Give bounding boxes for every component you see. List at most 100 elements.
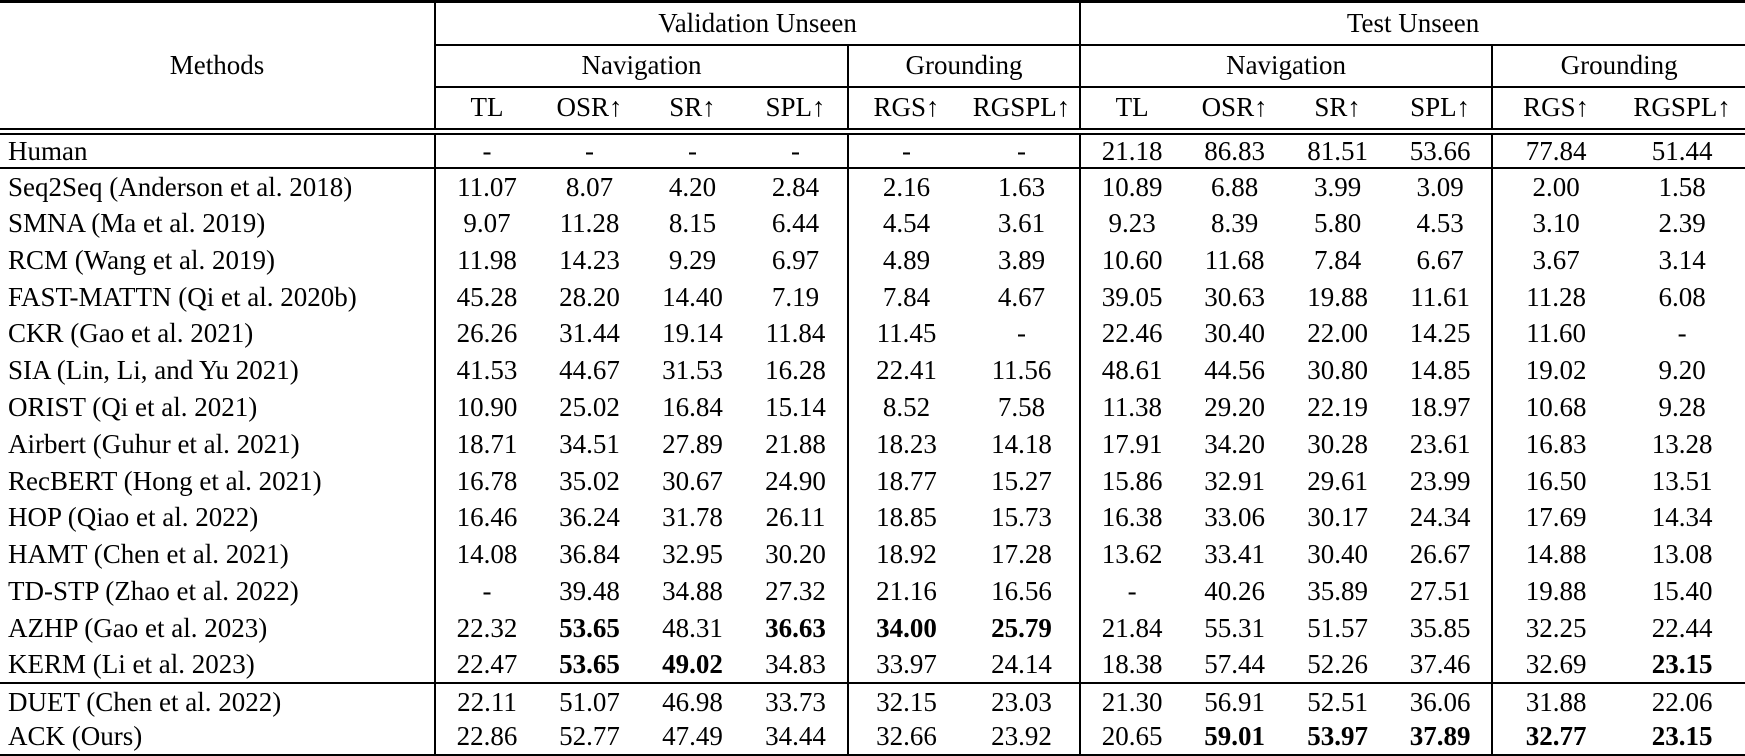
value-cell: 11.98 (434, 241, 538, 279)
method-cell: HOP (Qiao et al. 2022) (8, 502, 259, 533)
value-cell: 9.07 (434, 205, 538, 242)
subgroup-header-test-grounding: Grounding (1491, 44, 1745, 88)
value-cell: 14.18 (991, 428, 1052, 459)
value-cell: 33.97 (847, 646, 964, 685)
table-row: RCM (Wang et al. 2019) 11.98 14.23 9.29 6.97… (0, 241, 1745, 279)
value-cell: 25.79 (991, 612, 1052, 643)
value-cell: 31.44 (559, 318, 620, 349)
value-cell: 24.90 (765, 465, 826, 496)
value-cell: 7.84 (1313, 244, 1362, 275)
value-cell: 14.85 (1409, 355, 1471, 386)
value-cell: 15.27 (991, 465, 1052, 496)
value-cell: 22.47 (434, 646, 538, 685)
col-header-test-rgs: RGS↑ (1491, 86, 1620, 135)
value-cell: 13.62 (1079, 536, 1184, 574)
value-cell: 37.46 (1389, 646, 1493, 685)
value-cell: 18.77 (847, 462, 964, 500)
value-cell: 6.44 (771, 207, 820, 238)
value-cell: 2.16 (847, 168, 964, 206)
value-cell: 22.32 (434, 609, 538, 647)
value-cell: 32.66 (847, 720, 964, 756)
value-cell: 32.95 (662, 539, 723, 570)
value-cell: 53.66 (1389, 131, 1493, 170)
value-cell: 30.40 (1204, 318, 1265, 349)
col-header-val-spl: SPL↑ (744, 86, 848, 135)
value-cell: 59.01 (1204, 721, 1265, 752)
value-cell: 4.89 (847, 241, 964, 279)
value-cell: 8.39 (1210, 207, 1259, 238)
value-cell: 18.23 (847, 425, 964, 463)
method-cell: ACK (Ours) (8, 721, 143, 752)
value-cell: 3.99 (1313, 171, 1362, 202)
table-row: AZHP (Gao et al. 2023) 22.32 53.65 48.31 36.… (0, 609, 1745, 647)
value-cell: 39.48 (559, 575, 620, 606)
table-row: HOP (Qiao et al. 2022) 16.46 36.24 31.78 26.… (0, 499, 1745, 537)
value-cell: - (1677, 318, 1687, 349)
method-cell: CKR (Gao et al. 2021) (8, 318, 254, 349)
value-cell: 30.28 (1307, 428, 1368, 459)
value-cell: 27.32 (765, 575, 826, 606)
table-row: Human - - - - - -21.18 86.83 81.51 53.66 77.84 51.4… (0, 131, 1745, 170)
value-cell: 22.46 (1079, 315, 1184, 353)
col-header-val-sr: SR↑ (641, 86, 744, 135)
value-cell: 5.80 (1313, 207, 1362, 238)
value-cell: 32.77 (1491, 720, 1620, 756)
value-cell: 22.06 (1651, 686, 1713, 717)
value-cell: - (434, 131, 538, 170)
value-cell: 8.52 (847, 389, 964, 426)
value-cell: 21.84 (1079, 609, 1184, 647)
method-cell: TD-STP (Zhao et al. 2022) (8, 575, 299, 606)
table-row: KERM (Li et al. 2023) 22.47 53.65 49.02 34.8… (0, 646, 1745, 685)
value-cell: 51.57 (1307, 612, 1368, 643)
value-cell: 16.50 (1491, 462, 1620, 500)
value-cell: 21.16 (847, 573, 964, 610)
value-cell: 4.54 (847, 205, 964, 242)
value-cell: 48.61 (1079, 352, 1184, 390)
col-header-test-spl: SPL↑ (1389, 86, 1493, 135)
value-cell: 14.25 (1409, 318, 1471, 349)
value-cell: 8.07 (565, 171, 614, 202)
value-cell: 32.15 (847, 683, 964, 721)
value-cell: 26.67 (1409, 539, 1471, 570)
value-cell: 57.44 (1183, 646, 1287, 685)
table-header: Methods Validation Unseen Test Unseen Na… (0, 1, 1745, 135)
methods-column-header: Methods (0, 1, 435, 135)
value-cell: 34.51 (559, 428, 620, 459)
value-cell: 46.98 (662, 686, 723, 717)
value-cell: 16.78 (434, 462, 538, 500)
value-cell: 34.44 (765, 721, 826, 752)
value-cell: 36.63 (765, 612, 826, 643)
table-body: Human - - - - - -21.18 86.83 81.51 53.66 77.84 51.4… (0, 131, 1745, 756)
table-row: DUET (Chen et al. 2022) 22.11 51.07 46.98 33… (0, 683, 1745, 721)
value-cell: 81.51 (1286, 131, 1390, 170)
value-cell: 23.15 (1651, 721, 1713, 752)
value-cell: 19.02 (1491, 352, 1620, 390)
table-row: ORIST (Qi et al. 2021) 10.90 25.02 16.84 15.… (0, 389, 1745, 426)
value-cell: 9.23 (1079, 205, 1184, 242)
subgroup-header-val-grounding: Grounding (846, 44, 1081, 88)
value-cell: 32.91 (1204, 465, 1265, 496)
value-cell: 14.08 (434, 536, 538, 574)
value-cell: 4.67 (997, 281, 1046, 312)
col-header-test-osr: OSR↑ (1183, 86, 1287, 135)
table-row: CKR (Gao et al. 2021) 26.26 31.44 19.14 11.8… (0, 315, 1745, 353)
value-cell: 11.07 (434, 168, 538, 206)
col-header-val-osr: OSR↑ (538, 86, 641, 135)
value-cell: 23.61 (1409, 428, 1471, 459)
value-cell: 29.61 (1307, 465, 1368, 496)
value-cell: 22.00 (1307, 318, 1368, 349)
value-cell: 16.84 (662, 391, 723, 422)
value-cell: 34.00 (847, 609, 964, 647)
table-row: ACK (Ours) 22.86 52.77 47.49 34.44 32.66 23.92… (0, 720, 1745, 756)
value-cell: 16.38 (1079, 499, 1184, 537)
value-cell: 49.02 (641, 646, 744, 685)
value-cell: 4.20 (668, 171, 717, 202)
value-cell: - (847, 131, 964, 170)
col-header-test-sr: SR↑ (1286, 86, 1390, 135)
value-cell: 15.14 (765, 391, 826, 422)
method-cell: KERM (Li et al. 2023) (0, 646, 435, 685)
value-cell: 18.92 (847, 536, 964, 574)
method-cell: AZHP (Gao et al. 2023) (8, 612, 268, 643)
value-cell: 22.11 (434, 683, 538, 721)
header-row-metrics: TL OSR↑ SR↑ SPL↑ RGS↑ RGSPL↑ TL OSR↑ SR↑… (0, 86, 1745, 135)
